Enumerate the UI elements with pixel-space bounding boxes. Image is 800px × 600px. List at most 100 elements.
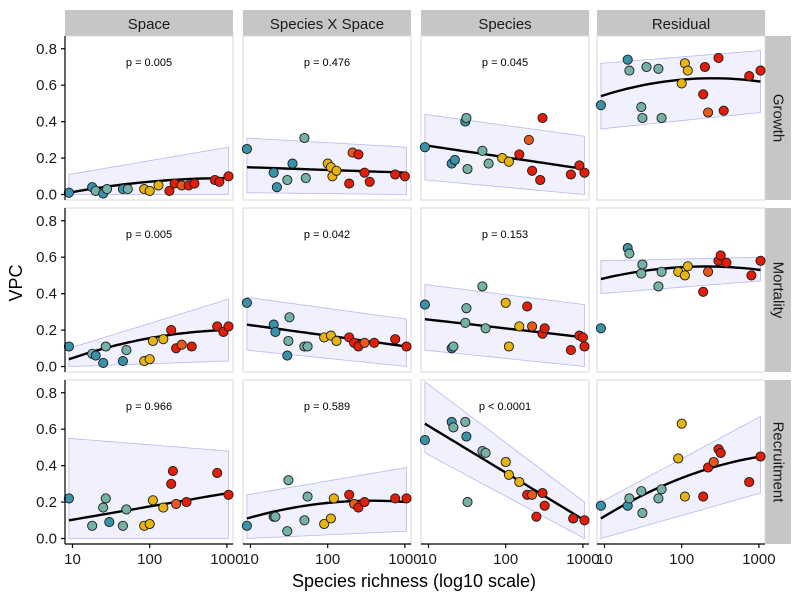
- data-point: [579, 515, 590, 526]
- data-point: [699, 61, 710, 73]
- data-point: [636, 486, 647, 497]
- data-point: [153, 180, 164, 191]
- data-point: [537, 112, 548, 124]
- data-point: [287, 158, 298, 169]
- y-tick-label: 0.2: [36, 494, 57, 511]
- data-point: [595, 323, 606, 334]
- y-tick-label: 0.0: [36, 359, 57, 376]
- data-point: [121, 345, 132, 356]
- data-point: [214, 176, 225, 187]
- data-point: [679, 270, 690, 281]
- data-point: [653, 493, 664, 504]
- panel-frame: [596, 207, 766, 373]
- fitted-line: [68, 491, 229, 522]
- data-point: [715, 250, 726, 261]
- data-point: [319, 518, 330, 530]
- strip-label: Recruitment: [770, 422, 787, 504]
- data-point: [101, 184, 113, 195]
- data-point: [461, 112, 472, 124]
- data-point: [698, 286, 709, 297]
- strip-background: [243, 10, 411, 36]
- panels-layer: Space Species X Space Species Residual Growt…: [63, 10, 791, 545]
- x-axis-species: 10 100 1000: [420, 543, 600, 568]
- data-point: [460, 416, 471, 427]
- strip-label: Mortality: [770, 262, 787, 319]
- data-point: [503, 341, 514, 352]
- y-tick-label: 0.6: [36, 77, 57, 94]
- data-point: [514, 321, 525, 332]
- data-point: [419, 435, 430, 446]
- data-point: [522, 301, 533, 312]
- y-tick-label: 0.6: [36, 249, 57, 266]
- x-tick-label: 10: [242, 551, 259, 568]
- strip-background: [765, 208, 791, 372]
- data-point: [698, 491, 709, 502]
- p-value-label: p = 0.042: [304, 229, 350, 241]
- p-value-label: p < 0.0001: [479, 401, 531, 413]
- data-point: [755, 451, 766, 462]
- data-point: [90, 350, 101, 361]
- data-point: [460, 317, 471, 328]
- data-point: [755, 65, 766, 76]
- data-point: [653, 281, 664, 292]
- panel-frame: [64, 35, 234, 201]
- x-tick-label: 1000: [566, 551, 599, 568]
- y-tick-label: 0.4: [36, 458, 57, 475]
- data-point: [537, 487, 548, 499]
- data-point: [268, 167, 279, 178]
- data-point: [656, 484, 667, 495]
- data-point: [241, 297, 252, 308]
- panel-recruitment-species: p < 0.0001: [419, 379, 590, 545]
- data-point: [480, 323, 491, 334]
- data-point: [483, 158, 494, 169]
- panel-recruitment-species-x-space: p = 0.589: [241, 379, 412, 545]
- data-point: [364, 176, 375, 187]
- data-point: [539, 323, 550, 334]
- x-tick-label: 100: [669, 551, 694, 568]
- data-point: [100, 493, 111, 504]
- x-tick-label: 10: [64, 551, 81, 568]
- p-value-label: p = 0.005: [126, 57, 172, 69]
- data-point: [359, 497, 370, 508]
- data-point: [703, 107, 714, 118]
- p-value-label: p = 0.045: [482, 57, 528, 69]
- axes-layer: 0.00.20.40.60.80.00.20.40.60.80.00.20.40…: [36, 36, 776, 568]
- data-point: [359, 337, 370, 348]
- data-point: [622, 54, 633, 65]
- data-point: [147, 495, 158, 506]
- strip-background: [765, 380, 791, 544]
- x-axis-title: Species richness (log10 scale): [292, 571, 536, 591]
- strip-species-x-space: Species X Space: [243, 10, 411, 36]
- data-point: [282, 350, 293, 361]
- data-point: [514, 149, 525, 160]
- data-point: [713, 52, 724, 63]
- data-point: [419, 142, 430, 153]
- data-point: [595, 100, 606, 111]
- data-point: [514, 476, 525, 488]
- data-point: [503, 156, 514, 167]
- data-point: [353, 149, 364, 160]
- y-tick-label: 0.6: [36, 421, 57, 438]
- data-point: [708, 456, 719, 468]
- y-tick-label: 0.2: [36, 150, 57, 167]
- data-point: [390, 169, 401, 180]
- data-point: [271, 182, 282, 193]
- panel-growth-space: p = 0.005: [63, 35, 234, 201]
- strip-residual: Residual: [597, 10, 765, 36]
- data-point: [181, 497, 192, 508]
- panel-frame: [242, 207, 412, 373]
- y-tick-label: 0.0: [36, 531, 57, 548]
- y-axis-title: VPC: [6, 264, 26, 301]
- data-point: [121, 504, 132, 515]
- p-value-label: p = 0.153: [482, 229, 528, 241]
- strip-label: Growth: [770, 94, 787, 142]
- x-tick-label: 10: [420, 551, 437, 568]
- x-axis-space: 10 100 1000: [64, 543, 244, 568]
- data-point: [755, 255, 766, 266]
- data-point: [166, 325, 177, 336]
- data-point: [87, 520, 98, 531]
- x-tick-label: 1000: [388, 551, 421, 568]
- data-point: [325, 513, 336, 524]
- panel-mortality-species-x-space: p = 0.042: [241, 207, 412, 373]
- panel-growth-species: p = 0.045: [419, 35, 590, 201]
